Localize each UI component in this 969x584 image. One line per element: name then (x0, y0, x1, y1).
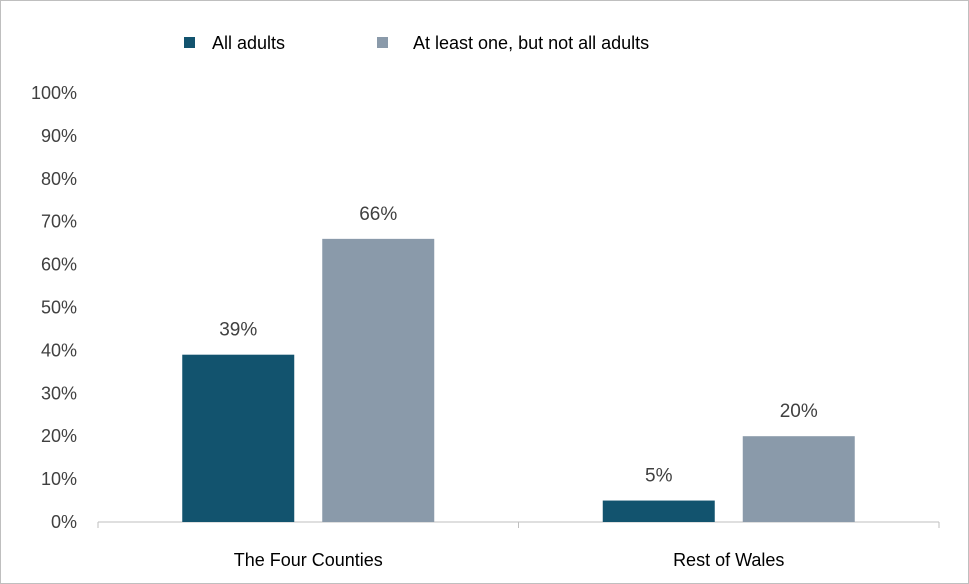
y-tick-label: 100% (31, 83, 77, 103)
bar (602, 500, 715, 522)
y-tick-label: 20% (41, 426, 77, 446)
legend: All adults At least one, but not all adul… (184, 33, 649, 53)
x-tick-label: Rest of Wales (673, 550, 784, 570)
y-tick-label: 40% (41, 340, 77, 360)
y-tick-label: 50% (41, 298, 77, 318)
bar (182, 354, 295, 522)
data-label: 20% (780, 401, 818, 422)
legend-swatch (184, 37, 195, 48)
legend-label: All adults (212, 33, 285, 53)
y-tick-label: 80% (41, 169, 77, 189)
y-tick-label: 10% (41, 469, 77, 489)
y-tick-label: 60% (41, 255, 77, 275)
legend-swatch (377, 37, 388, 48)
data-label: 39% (219, 320, 257, 341)
data-labels: 39% 66% 5% 20% (219, 204, 818, 487)
y-tick-label: 90% (41, 126, 77, 146)
data-label: 5% (645, 466, 673, 487)
legend-label: At least one, but not all adults (413, 33, 649, 53)
x-axis: The Four Counties Rest of Wales (97, 521, 940, 570)
y-axis: 0% 10% 20% 30% 40% 50% 60% 70% 80% 90% 100% (31, 83, 77, 532)
data-label: 66% (359, 204, 397, 225)
bar (322, 238, 435, 523)
bar (742, 436, 855, 522)
y-tick-label: 30% (41, 383, 77, 403)
x-tick-label: The Four Counties (234, 550, 383, 570)
y-tick-label: 0% (51, 512, 77, 532)
bars (182, 238, 855, 523)
y-tick-label: 70% (41, 212, 77, 232)
